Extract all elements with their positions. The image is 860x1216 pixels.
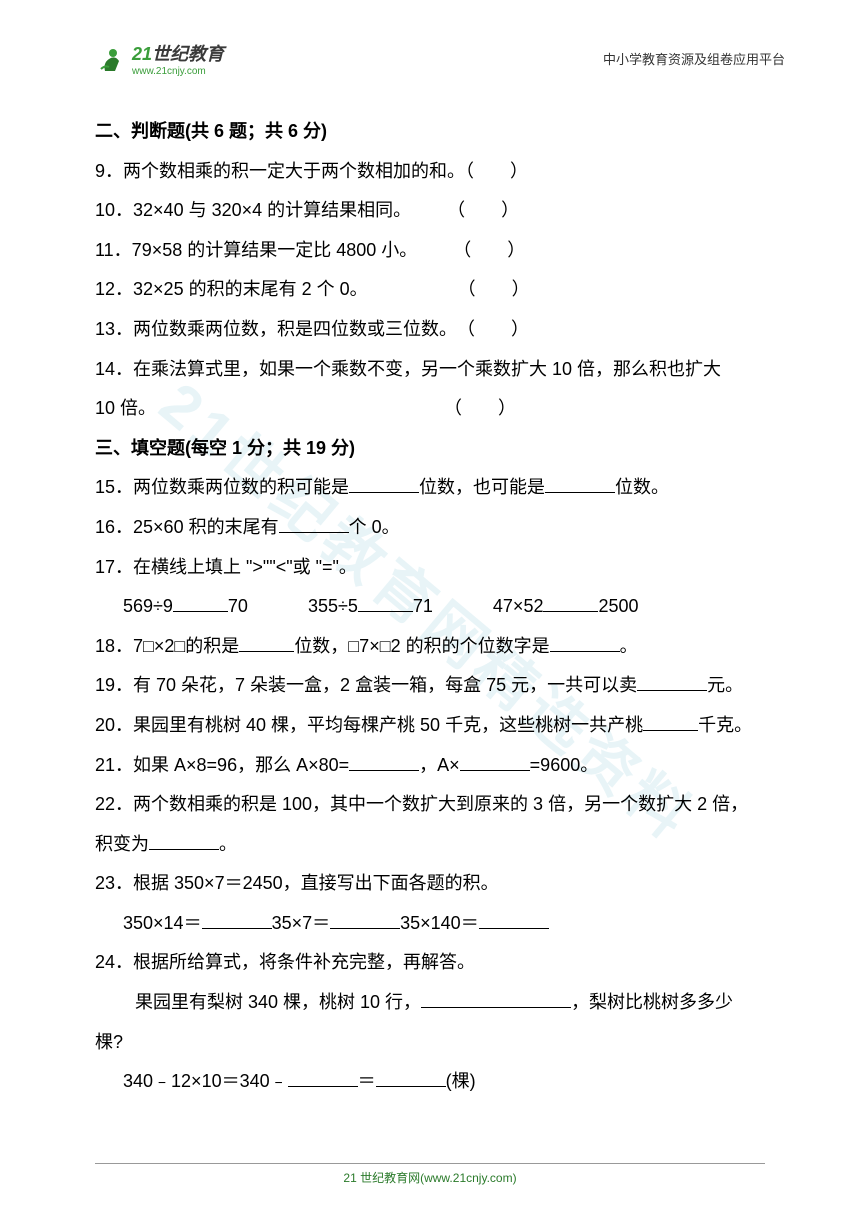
question-17-items: 569÷9 70 355÷5 71 47×52 2500 [95,587,785,627]
question-11: 11．79×58 的计算结果一定比 4800 小。 （ ） [95,231,785,271]
q19-text-b: 元。 [707,675,743,695]
q18-text-c: 。 [620,636,638,656]
question-23-items: 350×14＝ 35×7＝ 35×140＝ [95,904,785,944]
question-9: 9．两个数相乘的积一定大于两个数相加的和。（ ） [95,152,785,192]
q20-blank[interactable] [643,730,698,731]
q22-text-b: 积变为 [95,834,149,854]
q24-text-e: ＝ [358,1071,376,1091]
q18-blank-2[interactable] [550,651,620,652]
q15-blank-1[interactable] [349,492,419,493]
q23-2: 35×7＝ [272,913,331,933]
question-24-line3: 340﹣12×10＝340﹣ ＝ (棵) [95,1062,785,1102]
q23-1: 350×14＝ [123,913,202,933]
question-17: 17．在横线上填上 ">""<"或 "="。 [95,548,785,588]
section-3-title: 三、填空题(每空 1 分；共 19 分) [95,429,785,469]
q16-blank[interactable] [279,532,349,533]
q24-blank-2[interactable] [288,1086,358,1087]
q17-blank-3[interactable] [543,611,598,612]
logo-icon [95,43,127,75]
q24-blank-3[interactable] [376,1086,446,1087]
q22-blank[interactable] [149,849,219,850]
q24-blank-1[interactable] [421,1007,571,1008]
q21-blank-2[interactable] [460,770,530,771]
question-18: 18．7□×2□的积是 位数，□7×□2 的积的个位数字是 。 [95,627,785,667]
question-24-line2: 棵? [95,1023,785,1063]
q23-3: 35×140＝ [400,913,479,933]
q23-blank-1[interactable] [202,928,272,929]
q21-text-b: ，A× [419,755,460,775]
logo-cn-text: 世纪教育 [152,44,224,64]
page-footer: 21 世纪教育网(www.21cnjy.com) [95,1163,765,1186]
q17-blank-2[interactable] [358,611,413,612]
q15-text-b: 位数，也可能是 [419,477,545,497]
question-22-line1: 22．两个数相乘的积是 100，其中一个数扩大到原来的 3 倍，另一个数扩大 2… [95,785,785,825]
q23-blank-3[interactable] [479,928,549,929]
q17-1b: 70 [228,596,248,616]
question-22-line2: 积变为 。 [95,825,785,865]
q19-text-a: 19．有 70 朵花，7 朵装一盒，2 盒装一箱，每盒 75 元，一共可以卖 [95,675,637,695]
q17-blank-1[interactable] [173,611,228,612]
q24-text-d: 340﹣12×10＝340﹣ [123,1071,288,1091]
question-21: 21．如果 A×8=96，那么 A×80= ，A× =9600。 [95,746,785,786]
question-10: 10．32×40 与 320×4 的计算结果相同。 （ ） [95,191,785,231]
q20-text-b: 千克。 [698,715,752,735]
logo-number: 21 [132,44,152,64]
q21-text-a: 21．如果 A×8=96，那么 A×80= [95,755,349,775]
q18-text-b: 位数，□7×□2 的积的个位数字是 [294,636,549,656]
q16-text-a: 16．25×60 积的末尾有 [95,517,279,537]
q17-2a: 355÷5 [308,596,358,616]
q22-text-c: 。 [219,834,237,854]
q17-2b: 71 [413,596,433,616]
question-24-line1: 果园里有梨树 340 棵，桃树 10 行， ，梨树比桃树多多少 [95,983,785,1023]
question-19: 19．有 70 朵花，7 朵装一盒，2 盒装一箱，每盒 75 元，一共可以卖 元。 [95,666,785,706]
question-13: 13．两位数乘两位数，积是四位数或三位数。 （ ） [95,310,785,350]
question-20: 20．果园里有桃树 40 棵，平均每棵产桃 50 千克，这些桃树一共产桃 千克。 [95,706,785,746]
logo-url: www.21cnjy.com [132,66,224,77]
logo-text-block: 21世纪教育 www.21cnjy.com [132,40,224,77]
q17-3a: 47×52 [493,596,544,616]
question-14-line2: 10 倍。 （ ） [95,389,785,429]
content-area: 二、判断题(共 6 题；共 6 分) 9．两个数相乘的积一定大于两个数相加的和。… [95,112,785,1102]
logo: 21世纪教育 www.21cnjy.com [95,40,224,77]
q24-text-a: 果园里有梨树 340 棵，桃树 10 行， [135,992,421,1012]
question-14-line1: 14．在乘法算式里，如果一个乘数不变，另一个乘数扩大 10 倍，那么积也扩大 [95,350,785,390]
logo-main: 21世纪教育 [132,40,224,66]
question-24: 24．根据所给算式，将条件补充完整，再解答。 [95,943,785,983]
q18-text-a: 18．7□×2□的积是 [95,636,239,656]
q15-text-a: 15．两位数乘两位数的积可能是 [95,477,349,497]
page-header: 21世纪教育 www.21cnjy.com 中小学教育资源及组卷应用平台 [95,40,785,77]
q24-text-b: ，梨树比桃树多多少 [571,992,733,1012]
question-15: 15．两位数乘两位数的积可能是 位数，也可能是 位数。 [95,468,785,508]
q15-text-c: 位数。 [615,477,669,497]
q17-3b: 2500 [598,596,638,616]
header-subtitle: 中小学教育资源及组卷应用平台 [603,49,785,68]
q19-blank[interactable] [637,690,707,691]
question-23: 23．根据 350×7＝2450，直接写出下面各题的积。 [95,864,785,904]
q17-1a: 569÷9 [123,596,173,616]
q24-text-f: (棵) [446,1071,476,1091]
q21-text-c: =9600。 [530,755,599,775]
q23-blank-2[interactable] [330,928,400,929]
question-12: 12．32×25 的积的末尾有 2 个 0。 （ ） [95,270,785,310]
q16-text-b: 个 0。 [349,517,400,537]
q15-blank-2[interactable] [545,492,615,493]
q20-text-a: 20．果园里有桃树 40 棵，平均每棵产桃 50 千克，这些桃树一共产桃 [95,715,643,735]
q21-blank-1[interactable] [349,770,419,771]
q18-blank-1[interactable] [239,651,294,652]
question-16: 16．25×60 积的末尾有 个 0。 [95,508,785,548]
section-2-title: 二、判断题(共 6 题；共 6 分) [95,112,785,152]
